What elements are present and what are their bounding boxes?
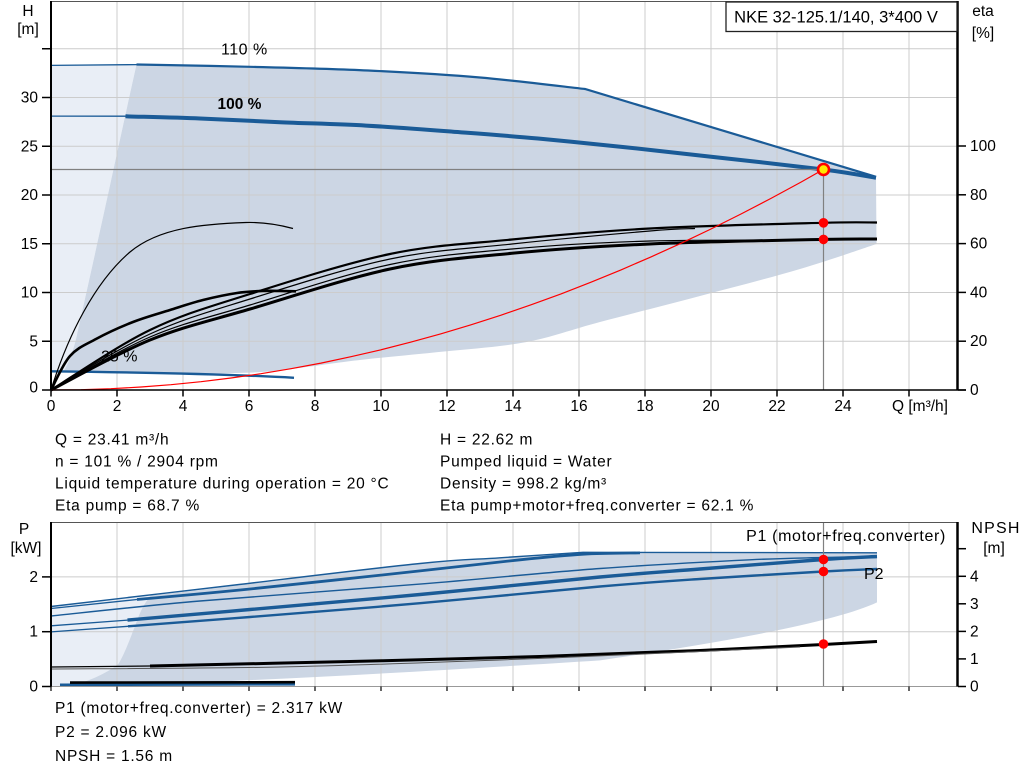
svg-text:0: 0 bbox=[970, 679, 979, 696]
svg-text:[kW]: [kW] bbox=[11, 540, 42, 557]
svg-text:NPSH = 1.56 m: NPSH = 1.56 m bbox=[55, 748, 173, 765]
svg-text:4: 4 bbox=[179, 398, 188, 415]
svg-text:n = 101 % / 2904 rpm: n = 101 % / 2904 rpm bbox=[55, 454, 219, 471]
svg-text:25 %: 25 % bbox=[101, 349, 137, 366]
svg-text:P1 (motor+freq.converter) = 2.: P1 (motor+freq.converter) = 2.317 kW bbox=[55, 700, 343, 717]
svg-text:20: 20 bbox=[21, 187, 39, 204]
svg-text:[m]: [m] bbox=[983, 540, 1005, 557]
svg-text:0: 0 bbox=[29, 679, 38, 696]
svg-text:16: 16 bbox=[570, 398, 587, 415]
svg-text:0: 0 bbox=[29, 380, 38, 397]
svg-text:0: 0 bbox=[47, 398, 56, 415]
svg-text:80: 80 bbox=[970, 187, 988, 204]
svg-text:Q [m³/h]: Q [m³/h] bbox=[892, 398, 948, 415]
svg-text:20: 20 bbox=[970, 333, 988, 350]
svg-text:18: 18 bbox=[636, 398, 653, 415]
svg-text:20: 20 bbox=[702, 398, 720, 415]
svg-text:10: 10 bbox=[372, 398, 390, 415]
svg-text:P2 = 2.096 kW: P2 = 2.096 kW bbox=[55, 724, 167, 741]
svg-text:8: 8 bbox=[311, 398, 320, 415]
svg-text:40: 40 bbox=[970, 284, 988, 301]
svg-text:Eta pump+motor+freq.converter: Eta pump+motor+freq.converter = 62.1 % bbox=[440, 498, 754, 515]
svg-text:4: 4 bbox=[970, 568, 979, 585]
svg-text:1: 1 bbox=[970, 651, 979, 668]
svg-text:H = 22.62 m: H = 22.62 m bbox=[440, 432, 533, 449]
svg-text:2: 2 bbox=[29, 569, 38, 586]
svg-text:eta: eta bbox=[972, 3, 994, 20]
svg-text:10: 10 bbox=[21, 285, 39, 302]
svg-text:P: P bbox=[19, 521, 29, 538]
svg-text:[m]: [m] bbox=[17, 21, 39, 38]
svg-text:60: 60 bbox=[970, 236, 988, 253]
svg-text:3: 3 bbox=[970, 596, 979, 613]
svg-text:110 %: 110 % bbox=[221, 42, 268, 59]
svg-text:2: 2 bbox=[970, 623, 979, 640]
svg-text:Pumped liquid = Water: Pumped liquid = Water bbox=[440, 454, 612, 471]
svg-text:30: 30 bbox=[21, 90, 39, 107]
svg-text:15: 15 bbox=[21, 236, 38, 253]
svg-text:Liquid temperature during oper: Liquid temperature during operation = 20… bbox=[55, 476, 389, 493]
svg-text:100: 100 bbox=[970, 138, 996, 155]
svg-text:25: 25 bbox=[21, 138, 38, 155]
svg-text:5: 5 bbox=[29, 333, 38, 350]
svg-text:P2: P2 bbox=[864, 566, 884, 583]
svg-text:14: 14 bbox=[504, 398, 522, 415]
svg-text:22: 22 bbox=[768, 398, 785, 415]
svg-text:H: H bbox=[22, 3, 33, 20]
svg-text:1: 1 bbox=[29, 624, 38, 641]
svg-text:24: 24 bbox=[834, 398, 852, 415]
svg-text:Density = 998.2 kg/m³: Density = 998.2 kg/m³ bbox=[440, 476, 607, 493]
svg-text:12: 12 bbox=[438, 398, 455, 415]
svg-text:[%]: [%] bbox=[972, 25, 994, 42]
svg-text:Eta pump = 68.7 %: Eta pump = 68.7 % bbox=[55, 498, 200, 515]
svg-text:6: 6 bbox=[245, 398, 254, 415]
svg-text:100 %: 100 % bbox=[218, 96, 262, 113]
svg-text:NKE 32-125.1/140, 3*400 V: NKE 32-125.1/140, 3*400 V bbox=[734, 9, 938, 27]
svg-text:P1 (motor+freq.converter): P1 (motor+freq.converter) bbox=[746, 528, 946, 545]
svg-text:0: 0 bbox=[970, 382, 979, 399]
svg-text:2: 2 bbox=[113, 398, 122, 415]
svg-text:NPSH: NPSH bbox=[971, 520, 1020, 537]
svg-text:Q = 23.41 m³/h: Q = 23.41 m³/h bbox=[55, 432, 169, 449]
